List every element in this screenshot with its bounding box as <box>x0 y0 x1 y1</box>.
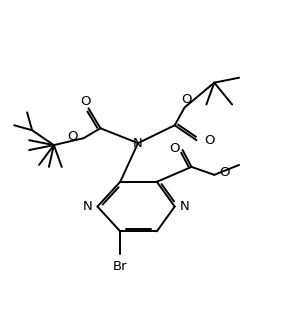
Text: O: O <box>181 93 192 106</box>
Text: O: O <box>67 130 78 143</box>
Text: O: O <box>219 166 230 179</box>
Text: N: N <box>180 200 190 213</box>
Text: O: O <box>204 134 215 147</box>
Text: O: O <box>80 95 91 108</box>
Text: Br: Br <box>113 259 127 272</box>
Text: N: N <box>133 137 143 150</box>
Text: N: N <box>83 200 93 213</box>
Text: O: O <box>170 142 180 155</box>
